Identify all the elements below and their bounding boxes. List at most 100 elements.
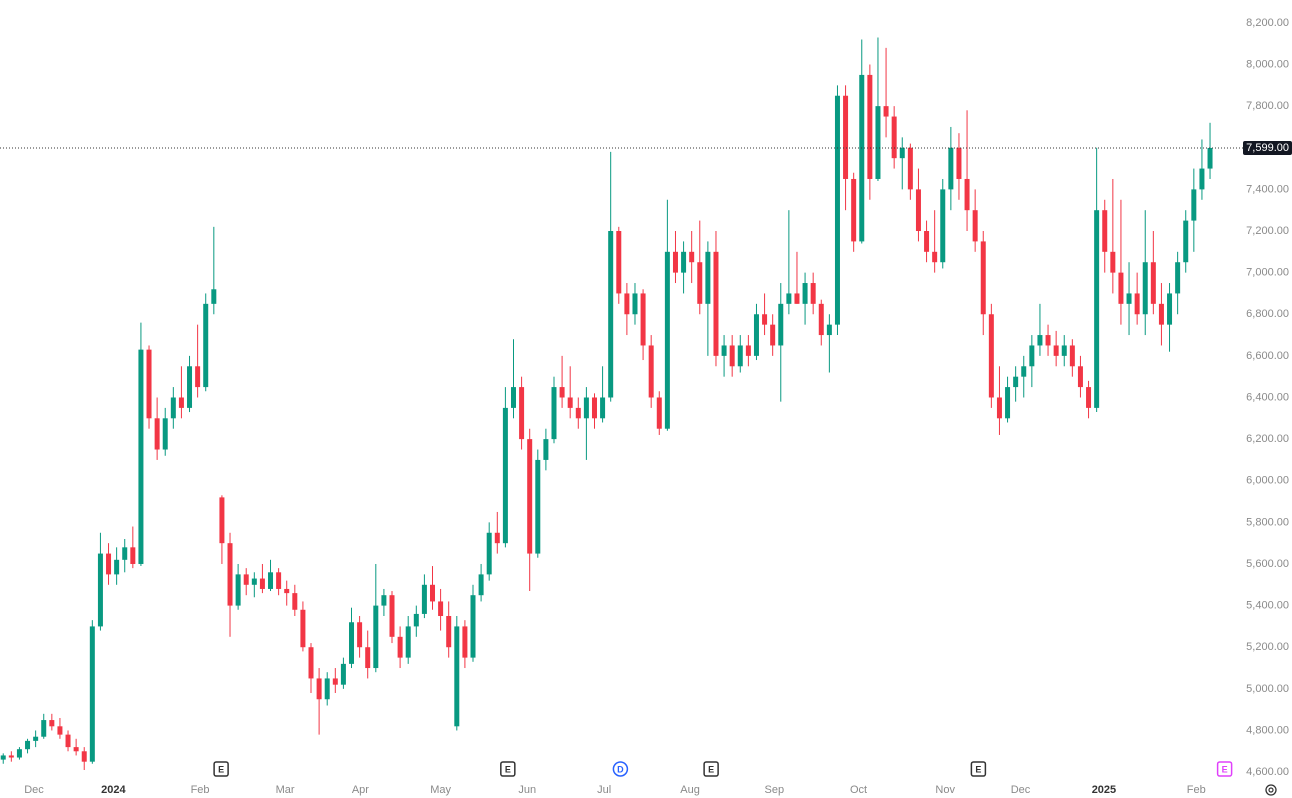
candle-body	[843, 95, 849, 179]
candle-body	[397, 636, 403, 658]
candle-body	[1199, 168, 1205, 190]
candle-body	[794, 293, 800, 304]
candle-body	[308, 647, 314, 679]
candle-body	[138, 349, 144, 564]
candle-body	[851, 178, 857, 242]
candle-body	[988, 314, 994, 398]
candle-body	[340, 663, 346, 685]
candle-body	[203, 303, 209, 388]
y-tick-label: 5,000.00	[1246, 683, 1289, 695]
candle-body	[1150, 262, 1156, 304]
y-tick-label: 7,000.00	[1246, 267, 1289, 279]
candle-body	[648, 345, 654, 398]
y-tick-label: 5,600.00	[1246, 558, 1289, 570]
candle-body	[16, 749, 22, 758]
candle-body	[778, 303, 784, 346]
candle-body	[1142, 262, 1148, 315]
candle-body	[1045, 335, 1051, 346]
event-marker[interactable]: D	[612, 761, 629, 777]
candle-body	[907, 147, 913, 190]
event-marker[interactable]: E	[1216, 761, 1233, 777]
candle-body	[640, 293, 646, 346]
candle-body	[940, 189, 946, 263]
candle-body	[737, 345, 743, 367]
event-badge	[970, 761, 987, 777]
y-tick-label: 6,600.00	[1246, 350, 1289, 362]
event-label: E	[708, 764, 714, 774]
candle-body	[316, 678, 322, 700]
candle-body	[729, 345, 735, 367]
candle-body	[381, 595, 387, 606]
candle-body	[211, 289, 217, 304]
candle-body	[1167, 293, 1173, 325]
candle-body	[972, 210, 978, 242]
event-label: D	[617, 764, 624, 774]
candle-body	[1102, 210, 1108, 252]
event-marker[interactable]: E	[500, 761, 516, 777]
event-label: E	[505, 764, 511, 774]
x-tick-label: Dec	[1011, 784, 1031, 796]
candle-body	[535, 459, 541, 554]
candle-body	[915, 189, 921, 232]
x-tick-label: Feb	[191, 784, 210, 796]
candle-body	[1126, 293, 1132, 304]
candle-body	[527, 439, 533, 554]
candle-body	[875, 106, 881, 179]
y-tick-label: 5,200.00	[1246, 641, 1289, 653]
candle-body	[1005, 387, 1011, 419]
candle-body	[810, 283, 816, 304]
candle-body	[154, 418, 160, 450]
candle-body	[421, 584, 427, 614]
event-marker[interactable]: E	[970, 761, 987, 777]
event-badge	[703, 761, 719, 777]
candle-body	[1021, 366, 1027, 377]
candle-body	[470, 595, 476, 658]
candle-body	[802, 283, 808, 304]
candle-body	[146, 349, 152, 419]
candle-body	[1118, 272, 1124, 304]
x-tick-label: Apr	[352, 784, 369, 796]
y-tick-label: 4,600.00	[1246, 766, 1289, 778]
y-tick-label: 7,400.00	[1246, 183, 1289, 195]
y-tick-label: 6,000.00	[1246, 475, 1289, 487]
candle-body	[0, 755, 6, 760]
candle-body	[25, 740, 31, 750]
candle-body	[251, 578, 257, 585]
event-marker[interactable]: E	[213, 761, 229, 777]
candle-body	[834, 95, 840, 325]
y-tick-label: 8,000.00	[1246, 58, 1289, 70]
x-tick-label: Feb	[1187, 784, 1206, 796]
candle-body	[178, 397, 184, 408]
candle-body	[770, 324, 776, 346]
candle-body	[980, 241, 986, 315]
candle-body	[899, 147, 905, 159]
candle-body	[1029, 345, 1035, 367]
y-tick-label: 6,200.00	[1246, 433, 1289, 445]
candle-body	[219, 497, 225, 544]
candle-body	[1158, 303, 1164, 325]
x-tick-label: Nov	[935, 784, 955, 796]
candle-body	[106, 553, 112, 575]
candle-body	[575, 407, 581, 419]
settings-icon[interactable]	[1265, 784, 1277, 796]
candle-body	[1134, 293, 1140, 315]
candle-body	[227, 543, 233, 606]
candle-body	[1183, 220, 1189, 263]
candle-body	[502, 407, 508, 544]
candle-body	[697, 262, 703, 304]
event-marker[interactable]: E	[703, 761, 719, 777]
candle-body	[681, 251, 687, 273]
event-badge	[500, 761, 516, 777]
candle-body	[1077, 366, 1083, 388]
candle-body	[1086, 387, 1092, 408]
candle-body	[948, 147, 954, 190]
candle-body	[656, 397, 662, 429]
event-label: E	[218, 764, 224, 774]
candle-body	[276, 572, 282, 589]
event-label: E	[1222, 764, 1228, 774]
y-tick-label: 7,800.00	[1246, 100, 1289, 112]
candle-body	[818, 303, 824, 336]
candle-body	[81, 751, 87, 762]
candle-body	[49, 720, 55, 727]
